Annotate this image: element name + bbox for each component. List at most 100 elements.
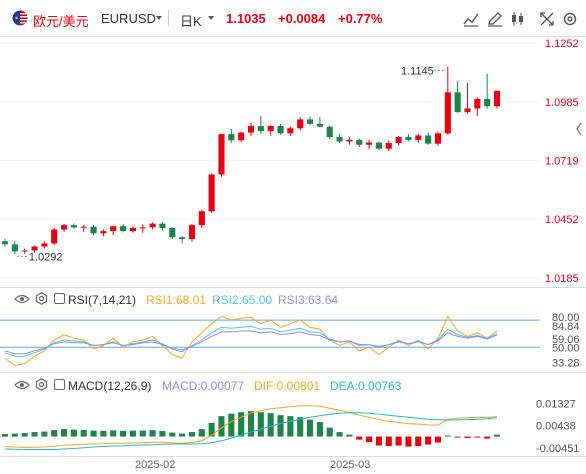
- candle-body: [356, 139, 363, 145]
- macd-histogram-bar: [188, 432, 196, 437]
- period-selector[interactable]: 日K: [180, 14, 202, 29]
- pair-dropdown-caret-icon[interactable]: [156, 16, 162, 20]
- macd-histogram-bar: [120, 430, 127, 437]
- macd-histogram-bar: [306, 419, 314, 437]
- candle-body: [247, 126, 255, 133]
- eye-icon[interactable]: [14, 379, 30, 391]
- macd-histogram-bar: [41, 431, 48, 437]
- candle-body: [415, 135, 422, 140]
- candle-body: [474, 98, 481, 109]
- high-annotation: 1.1145: [401, 66, 434, 78]
- macd-name: MACD(12,26,9): [68, 379, 152, 393]
- macd-histogram-bar: [90, 430, 97, 437]
- candle-body: [159, 223, 166, 229]
- macd-chart[interactable]: 0.01327 0.00438 -0.00451: [0, 394, 586, 456]
- candle-type-icon[interactable]: [509, 11, 527, 27]
- candle-body: [70, 225, 77, 228]
- candle-body: [179, 237, 186, 240]
- macd-value: MACD:0.00077: [162, 379, 245, 393]
- candle-body: [306, 119, 314, 124]
- macd-histogram-bar: [31, 432, 38, 437]
- macd-histogram-bar: [70, 429, 77, 437]
- candle-body: [316, 123, 323, 127]
- candle-body: [238, 132, 245, 141]
- macd-histogram-bar: [198, 429, 205, 437]
- macd-histogram-bar: [218, 416, 225, 437]
- macd-histogram-bar: [277, 415, 284, 437]
- candle-body: [267, 126, 274, 132]
- macd-histogram-bar: [464, 436, 471, 439]
- macd-axis-label: -0.00451: [536, 443, 579, 455]
- candle-body: [277, 126, 284, 134]
- candle-body: [346, 139, 353, 142]
- fullscreen-icon[interactable]: [538, 11, 556, 27]
- macd-histogram-bar: [100, 430, 107, 437]
- macd-histogram-bar: [366, 436, 373, 443]
- header-divider: [168, 10, 169, 26]
- rsi-axis-label: 59.06: [552, 334, 580, 346]
- candle-body: [454, 92, 461, 113]
- candle-body: [287, 128, 294, 134]
- xaxis-label-mar: 2025-03: [330, 459, 371, 471]
- xaxis-label-feb: 2025-02: [135, 459, 176, 471]
- macd-histogram-bar: [179, 433, 186, 437]
- eu-us-flag-icon: [12, 10, 28, 26]
- candle-body: [198, 211, 205, 226]
- macd-histogram-bar: [257, 412, 264, 437]
- candle-body: [493, 90, 501, 107]
- collapse-panel-arrow-icon[interactable]: [575, 122, 583, 136]
- macd-histogram-bar: [169, 432, 176, 437]
- candle-body: [41, 243, 48, 247]
- candle-body: [425, 135, 432, 144]
- eye-icon[interactable]: [14, 293, 30, 305]
- candle-body: [434, 133, 442, 144]
- pair-name-cn[interactable]: 欧元/美元: [33, 14, 89, 29]
- macd-histogram-bar: [267, 413, 274, 437]
- macd-axis-label: 0.00438: [536, 421, 576, 433]
- settings-icon[interactable]: [561, 11, 579, 27]
- candle-body: [120, 226, 127, 232]
- indicator-icon[interactable]: [462, 11, 480, 27]
- macd-histogram-bar: [493, 434, 501, 437]
- gear-icon[interactable]: [35, 378, 48, 391]
- candle-body: [366, 142, 373, 145]
- draw-icon[interactable]: [486, 11, 504, 27]
- macd-histogram-bar: [405, 436, 412, 447]
- period-dropdown-caret-icon[interactable]: [208, 16, 214, 20]
- pair-code[interactable]: EURUSD: [101, 11, 156, 26]
- candle-body: [405, 137, 412, 140]
- price-axis-label: 1.1252: [545, 38, 579, 50]
- macd-histogram-bar: [454, 436, 461, 438]
- candle-body: [336, 137, 343, 142]
- candlestick-chart[interactable]: 1.1145 1.0292 1.1252 1.0985 1.0719 1.0452 1.0…: [0, 37, 586, 287]
- dif-line: [4, 405, 498, 449]
- candle-body: [169, 228, 176, 238]
- candle-body: [60, 225, 68, 230]
- macd-histogram-bar: [346, 434, 353, 437]
- candle-body: [218, 134, 225, 175]
- rsi-toggle-checkbox[interactable]: [54, 293, 65, 304]
- rsi-macd-separator: [0, 372, 586, 373]
- gear-icon[interactable]: [35, 292, 48, 305]
- macd-histogram-bar: [159, 431, 166, 437]
- candle-body: [228, 134, 235, 141]
- candle-body: [110, 226, 117, 232]
- macd-histogram-bar: [80, 429, 87, 437]
- macd-histogram-bar: [297, 417, 304, 437]
- rsi-title-row: RSI(7,14,21) RSI1:68.01 RSI2:65.00 RSI3:…: [0, 290, 586, 308]
- macd-histogram-bar: [208, 422, 215, 437]
- macd-histogram-bar: [11, 433, 18, 437]
- price-axis-label: 1.0452: [545, 214, 579, 226]
- macd-toggle-checkbox[interactable]: [54, 379, 65, 390]
- candle-body: [484, 98, 491, 107]
- macd-histogram-bar: [434, 436, 442, 443]
- macd-histogram-bar: [287, 416, 294, 437]
- macd-histogram-bar: [1, 434, 9, 437]
- macd-histogram-bar: [484, 436, 491, 439]
- candle-body: [21, 250, 28, 252]
- macd-histogram-bar: [139, 430, 146, 437]
- macd-histogram-bar: [326, 427, 333, 437]
- last-price: 1.1035: [226, 11, 266, 26]
- header-separator: [0, 36, 586, 37]
